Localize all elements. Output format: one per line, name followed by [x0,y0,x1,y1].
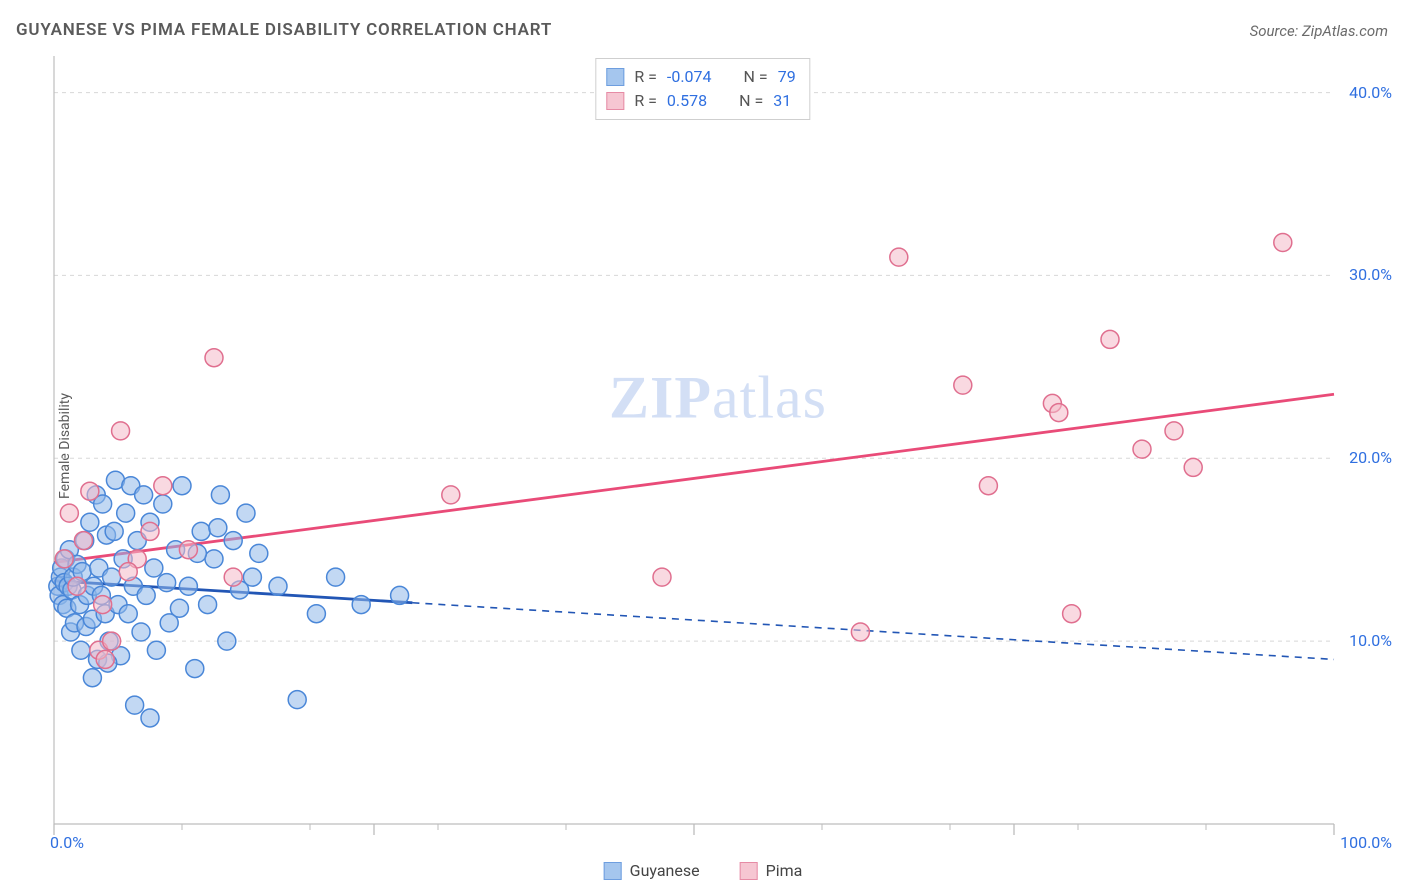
stats-row-guyanese: R = -0.074 N = 79 [606,65,795,89]
scatter-chart [48,52,1388,838]
n-value-guyanese: 79 [778,65,796,89]
source-label: Source: ZipAtlas.com [1250,22,1388,40]
y-tick-label: 10.0% [1349,631,1392,650]
swatch-pima [606,92,624,110]
stats-legend-box: R = -0.074 N = 79 R = 0.578 N = 31 [595,58,810,120]
n-label: N = [739,89,763,113]
x-legend: Guyanese Pima [604,861,803,880]
chart-title: GUYANESE VS PIMA FEMALE DISABILITY CORRE… [16,20,552,40]
swatch-guyanese [606,68,624,86]
n-label: N = [744,65,768,89]
stats-row-pima: R = 0.578 N = 31 [606,89,795,113]
y-tick-label: 30.0% [1349,265,1392,284]
r-label: R = [634,89,657,113]
y-tick-label: 40.0% [1349,83,1392,102]
swatch-guyanese [604,862,622,880]
legend-label-guyanese: Guyanese [630,861,700,880]
r-value-pima: 0.578 [667,89,707,113]
legend-label-pima: Pima [766,861,803,880]
r-label: R = [634,65,657,89]
x-max-label: 100.0% [1340,833,1392,852]
legend-item-pima: Pima [740,861,803,880]
plot-area: ZIPatlas [48,52,1388,838]
legend-item-guyanese: Guyanese [604,861,700,880]
x-min-label: 0.0% [50,833,84,852]
y-tick-label: 20.0% [1349,448,1392,467]
swatch-pima [740,862,758,880]
n-value-pima: 31 [773,89,791,113]
r-value-guyanese: -0.074 [667,65,712,89]
